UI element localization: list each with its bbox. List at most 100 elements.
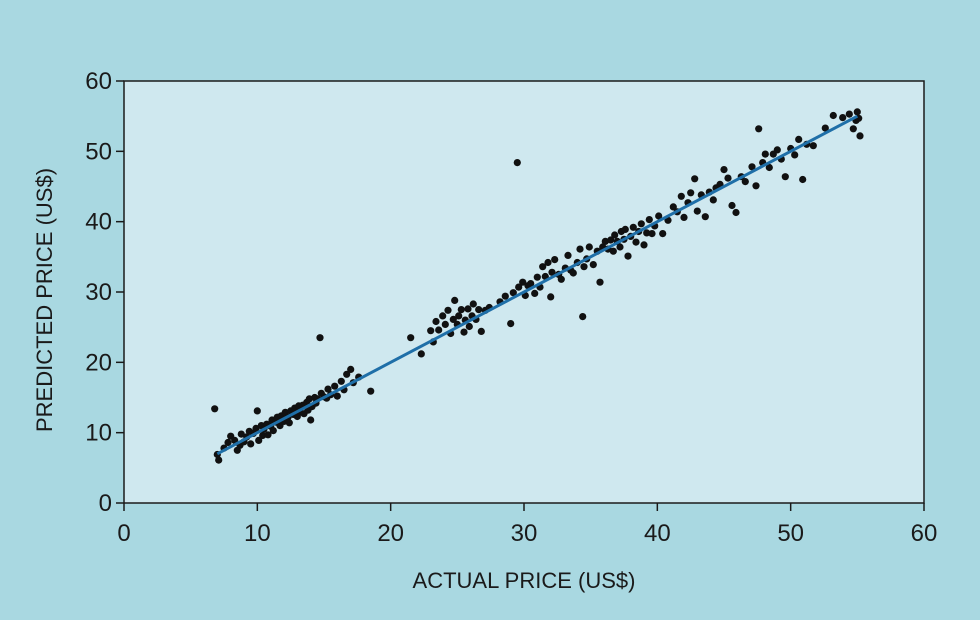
data-point	[259, 431, 267, 440]
data-point	[849, 125, 857, 133]
data-point	[441, 320, 449, 328]
data-point	[247, 440, 255, 448]
data-point	[601, 237, 609, 245]
data-point	[669, 203, 677, 211]
data-point	[333, 392, 341, 400]
data-point	[596, 278, 604, 286]
data-point	[509, 289, 517, 297]
data-point	[579, 313, 587, 321]
data-point	[755, 125, 763, 133]
data-point	[347, 365, 355, 373]
data-point	[539, 263, 547, 271]
data-point	[580, 263, 588, 271]
x-tick-label: 20	[377, 520, 404, 547]
data-point	[845, 110, 853, 118]
data-point	[691, 175, 699, 183]
data-point	[237, 430, 245, 438]
data-point	[457, 306, 465, 314]
x-tick-label: 60	[911, 520, 938, 547]
data-point	[544, 258, 552, 267]
data-point	[585, 243, 593, 251]
y-tick-label: 30	[85, 279, 112, 306]
axis-ticks: 0 10 20 30 40 50 60 0 10 20 30 40 50 60	[85, 68, 937, 547]
x-tick-label: 10	[244, 520, 271, 547]
data-point	[305, 395, 313, 403]
data-point	[465, 322, 473, 331]
data-point	[548, 268, 556, 276]
data-point	[791, 151, 799, 159]
data-point	[455, 312, 463, 320]
data-point	[444, 306, 452, 314]
y-tick-label: 20	[85, 349, 112, 376]
x-axis-label: ACTUAL PRICE (US$)	[413, 568, 636, 593]
data-point	[264, 431, 272, 439]
data-point	[316, 334, 324, 342]
data-point	[475, 306, 483, 314]
data-point	[564, 251, 572, 259]
data-point	[655, 212, 663, 220]
x-tick-label: 40	[644, 520, 671, 547]
data-point	[640, 241, 648, 249]
data-point	[417, 350, 425, 358]
data-point	[557, 275, 565, 283]
data-point	[343, 370, 351, 378]
x-tick-label: 50	[777, 520, 804, 547]
data-point	[687, 189, 695, 197]
data-point	[285, 419, 293, 427]
data-point	[519, 278, 527, 286]
data-point	[645, 216, 653, 224]
y-tick-label: 50	[85, 138, 112, 165]
data-point	[569, 269, 577, 277]
data-point	[324, 385, 332, 393]
fit-line	[216, 114, 859, 456]
data-point	[677, 192, 685, 200]
data-point	[648, 230, 656, 238]
data-point	[720, 166, 728, 174]
data-point	[781, 173, 789, 181]
data-point	[449, 315, 457, 323]
data-point	[701, 213, 709, 221]
data-point	[547, 293, 555, 301]
data-point	[709, 196, 717, 204]
data-point	[659, 230, 667, 238]
data-point	[821, 124, 829, 132]
data-point	[533, 273, 541, 281]
data-point	[224, 438, 232, 447]
data-point	[589, 261, 597, 269]
data-point	[407, 334, 415, 342]
data-point	[732, 208, 740, 217]
data-point	[515, 283, 523, 291]
data-point	[464, 305, 472, 313]
data-point	[609, 247, 617, 255]
data-point	[765, 163, 773, 172]
data-point	[439, 312, 447, 320]
data-point	[477, 327, 485, 335]
data-point	[469, 300, 477, 308]
data-point	[551, 256, 559, 264]
data-point	[748, 163, 756, 171]
data-point	[809, 142, 817, 150]
data-point	[607, 236, 615, 244]
data-point	[255, 436, 263, 444]
y-tick-label: 0	[99, 490, 112, 517]
data-point	[513, 159, 521, 167]
data-point	[624, 252, 632, 260]
data-point	[680, 213, 688, 221]
data-point	[829, 111, 837, 120]
data-point	[799, 175, 807, 184]
data-point	[451, 296, 459, 304]
data-point	[621, 225, 629, 233]
data-point	[435, 326, 443, 334]
data-point	[427, 327, 435, 335]
data-point	[839, 114, 847, 122]
data-point	[761, 150, 769, 158]
data-point	[307, 416, 315, 424]
data-point	[367, 387, 375, 395]
data-point	[215, 456, 223, 464]
data-point	[501, 292, 509, 300]
y-tick-label: 60	[85, 68, 112, 95]
data-point	[252, 424, 260, 432]
data-point	[432, 317, 440, 326]
data-point	[693, 207, 701, 215]
data-point	[773, 146, 781, 154]
